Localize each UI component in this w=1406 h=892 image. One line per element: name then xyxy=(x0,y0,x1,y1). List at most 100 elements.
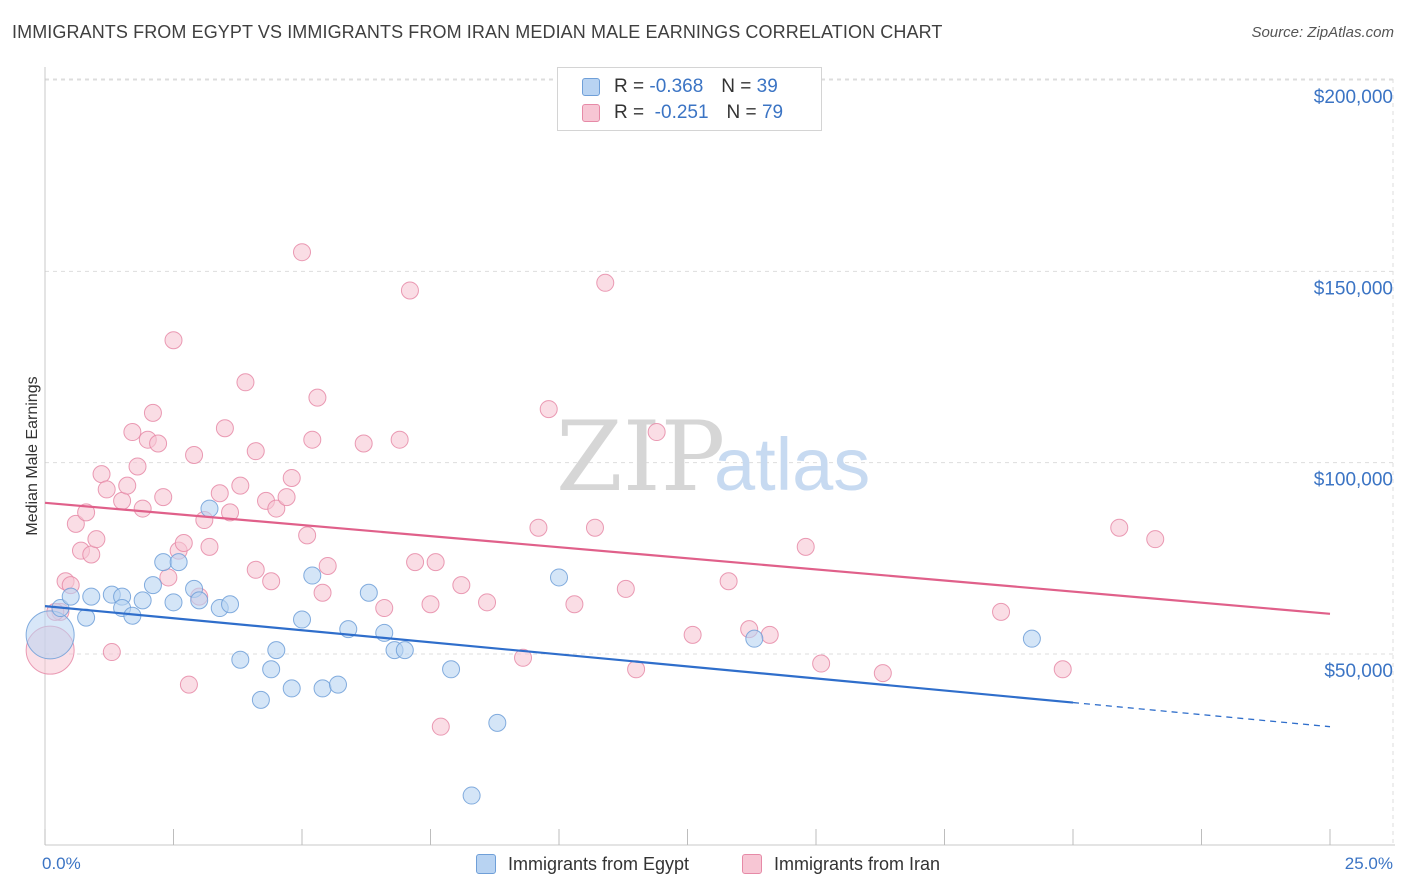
correlation-legend: R = -0.368 N = 39 R = -0.251 N = 79 xyxy=(557,67,822,131)
iran-point xyxy=(431,717,450,736)
egypt-point xyxy=(221,595,240,614)
egypt-point xyxy=(143,576,162,595)
iran-swatch xyxy=(582,104,600,122)
watermark: ZIP atlas xyxy=(556,401,870,513)
iran-point xyxy=(303,430,322,449)
iran-point xyxy=(164,331,183,350)
iran-point xyxy=(113,491,132,510)
iran-point xyxy=(514,648,533,667)
egypt-trend-extrapolation xyxy=(1072,701,1331,728)
iran-point xyxy=(478,593,497,612)
egypt-legend-swatch xyxy=(476,854,496,874)
egypt-point xyxy=(190,591,209,610)
iran-n-value: 79 xyxy=(761,102,784,123)
iran-point xyxy=(123,423,142,442)
x-tick-label: 0.0% xyxy=(42,854,81,873)
x-tick-label: 25.0% xyxy=(1345,854,1393,873)
iran-point xyxy=(159,568,178,587)
iran-point xyxy=(627,660,646,679)
iran-point xyxy=(647,423,666,442)
iran-point xyxy=(200,537,219,556)
legend-row-iran: R = -0.251 N = 79 xyxy=(582,101,783,125)
iran-point xyxy=(1146,530,1165,549)
bottom-legend-iran: Immigrants from Iran xyxy=(742,852,940,876)
egypt-swatch xyxy=(582,78,600,96)
egypt-point xyxy=(262,660,281,679)
iran-point xyxy=(236,373,255,392)
egypt-point xyxy=(313,679,332,698)
iran-trend-line xyxy=(44,501,1331,615)
egypt-point xyxy=(200,499,219,518)
iran-point xyxy=(246,560,265,579)
iran-point xyxy=(128,457,147,476)
egypt-point xyxy=(61,587,80,606)
egypt-point xyxy=(442,660,461,679)
iran-point xyxy=(992,602,1011,621)
egypt-point xyxy=(395,641,414,660)
egypt-point xyxy=(25,610,75,660)
iran-point xyxy=(390,430,409,449)
iran-point xyxy=(143,403,162,422)
egypt-point xyxy=(293,610,311,629)
egypt-point xyxy=(462,786,481,805)
egypt-point xyxy=(251,690,270,709)
iran-point xyxy=(87,530,106,549)
iran-point xyxy=(421,595,440,614)
egypt-legend-label: Immigrants from Egypt xyxy=(508,853,690,874)
iran-point xyxy=(406,553,425,572)
iran-point xyxy=(313,583,332,602)
iran-point xyxy=(179,675,198,694)
iran-point xyxy=(318,556,337,575)
bottom-legend-egypt: Immigrants from Egypt xyxy=(476,852,689,876)
iran-point xyxy=(231,476,250,495)
egypt-point xyxy=(169,553,188,572)
iran-point xyxy=(92,465,111,484)
trend-lines xyxy=(44,501,1331,728)
iran-point xyxy=(539,400,558,419)
iran-legend-label: Immigrants from Iran xyxy=(774,853,941,874)
y-tick-label: $150,000 xyxy=(1314,278,1393,299)
iran-point xyxy=(760,625,779,644)
y-axis-label: Median Male Earnings xyxy=(24,376,41,535)
iran-point xyxy=(298,526,317,545)
egypt-point xyxy=(359,583,378,602)
iran-point xyxy=(215,419,234,438)
iran-point xyxy=(596,273,615,292)
iran-point xyxy=(873,664,892,683)
iran-point xyxy=(154,488,173,507)
axes xyxy=(44,67,1395,846)
iran-point xyxy=(565,595,584,614)
egypt-trend-line xyxy=(44,605,1074,704)
iran-point xyxy=(796,537,815,556)
iran-point xyxy=(97,480,116,499)
legend-r-label: R = xyxy=(614,102,645,123)
egypt-point xyxy=(82,587,101,606)
iran-point xyxy=(529,518,548,537)
legend-r-label: R = xyxy=(614,76,645,97)
egypt-point xyxy=(745,629,764,648)
iran-point xyxy=(400,281,419,300)
iran-point xyxy=(719,572,738,591)
iran-point xyxy=(616,579,635,598)
iran-point xyxy=(210,484,229,503)
iran-point xyxy=(246,442,265,461)
watermark-atlas: atlas xyxy=(714,423,870,506)
egypt-point xyxy=(231,650,250,669)
iran-point xyxy=(812,654,831,673)
iran-r-value: -0.251 xyxy=(654,102,709,123)
iran-point xyxy=(149,434,168,453)
iran-point xyxy=(308,388,327,407)
iran-point xyxy=(66,514,85,533)
iran-point xyxy=(452,576,471,595)
iran-point xyxy=(683,625,702,644)
iran-point xyxy=(267,499,286,518)
iran-point xyxy=(354,434,373,453)
iran-point xyxy=(77,503,96,522)
egypt-point xyxy=(488,713,507,732)
legend-row-egypt: R = -0.368 N = 39 xyxy=(582,75,778,99)
egypt-n-value: 39 xyxy=(756,76,778,97)
iran-point xyxy=(375,599,394,618)
egypt-points xyxy=(25,499,1041,805)
legend-n-label: N = xyxy=(721,76,752,97)
legend-n-label: N = xyxy=(726,102,757,123)
